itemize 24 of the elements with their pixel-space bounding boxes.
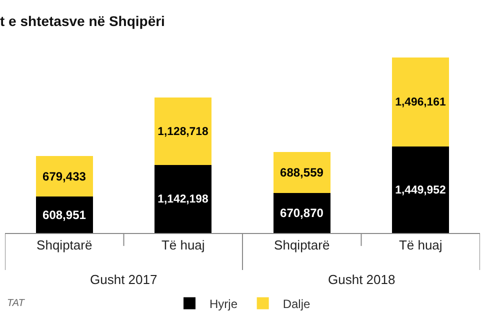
bar: [392, 57, 450, 146]
data-label: 608,951: [42, 208, 86, 222]
bar: [36, 156, 93, 197]
text: Gusht 2017: [90, 272, 158, 287]
bar: [154, 164, 212, 233]
data-label: 1,142,198: [158, 194, 208, 206]
text: Gusht 2018: [328, 272, 396, 287]
bar: [392, 146, 450, 233]
data-label: 679,433: [42, 169, 86, 184]
data-label: 1,496,161: [395, 96, 446, 109]
legend-label: Dalje: [282, 296, 310, 311]
bar: [154, 98, 212, 165]
legend-label: Hyrje: [210, 296, 238, 311]
data-label: 670,870: [280, 206, 324, 220]
x-tick-label: Të huaj: [161, 238, 205, 253]
bar: [273, 192, 330, 233]
data-label: 1,449,952: [395, 184, 446, 197]
data-label: 1,128,718: [158, 126, 208, 138]
data-label: 688,559: [280, 165, 324, 180]
x-tick-label: Të huaj: [398, 238, 442, 253]
x-tick-label: Shqiptarë: [36, 238, 92, 253]
x-tick-label: Shqiptarë: [274, 238, 330, 253]
chart-title: t e shtetasve në Shqipëri: [0, 13, 165, 30]
text: TAT: [7, 298, 26, 309]
